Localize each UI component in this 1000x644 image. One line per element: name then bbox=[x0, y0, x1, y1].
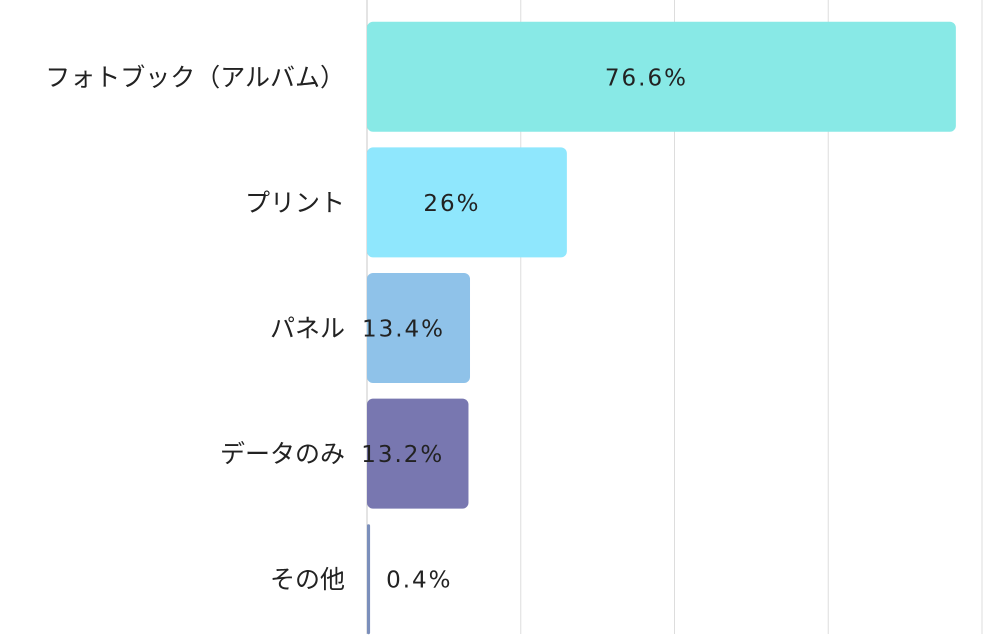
category-label: フォトブック（アルバム） bbox=[45, 63, 345, 92]
bar bbox=[367, 21, 956, 132]
bar bbox=[367, 273, 471, 383]
category-label: パネル bbox=[270, 314, 345, 343]
value-label: 26% bbox=[423, 191, 480, 217]
bar bbox=[367, 524, 371, 635]
bar bbox=[367, 398, 469, 509]
category-label: その他 bbox=[270, 565, 345, 594]
category-label: データのみ bbox=[220, 440, 345, 469]
value-label: 13.4% bbox=[362, 317, 445, 343]
value-label: 13.2% bbox=[361, 442, 444, 468]
value-label: 0.4% bbox=[386, 568, 452, 594]
value-label: 76.6% bbox=[605, 65, 688, 91]
category-label: プリント bbox=[245, 188, 345, 217]
bar bbox=[367, 147, 567, 258]
